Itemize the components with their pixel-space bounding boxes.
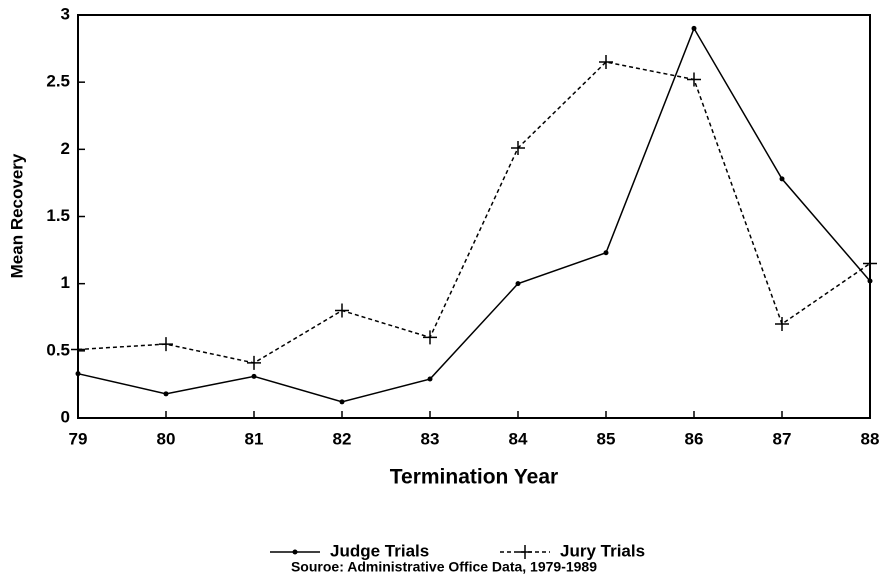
marker (511, 140, 525, 155)
legend-label: Judge Trials (330, 541, 429, 560)
marker (515, 281, 521, 287)
marker (423, 330, 437, 345)
x-tick-label: 85 (597, 429, 616, 448)
marker (691, 25, 697, 31)
marker (779, 176, 785, 182)
legend-label: Jury Trials (560, 541, 645, 560)
x-tick-label: 79 (69, 429, 88, 448)
marker (247, 355, 261, 370)
y-tick-label: 2 (61, 139, 70, 158)
x-tick-label: 88 (861, 429, 880, 448)
marker (867, 278, 873, 284)
marker (75, 371, 81, 377)
y-axis-label: Mean Recovery (7, 153, 26, 278)
marker (251, 373, 257, 379)
x-tick-label: 81 (245, 429, 264, 448)
legend-marker (518, 545, 532, 559)
y-tick-label: 1.5 (46, 206, 70, 225)
marker (687, 72, 701, 87)
marker (863, 256, 877, 271)
x-tick-label: 83 (421, 429, 440, 448)
series-line (77, 61, 871, 364)
y-tick-label: 2.5 (46, 72, 70, 91)
marker (427, 376, 433, 382)
x-axis-label: Termination Year (390, 466, 558, 489)
marker (335, 303, 349, 318)
x-tick-label: 80 (157, 429, 176, 448)
marker (339, 399, 345, 405)
y-tick-label: 1 (61, 273, 70, 292)
source-note: Souroe: Administrative Office Data, 1979… (291, 559, 597, 575)
x-tick-label: 82 (333, 429, 352, 448)
marker (599, 55, 613, 70)
series-line (77, 26, 871, 403)
marker (603, 250, 609, 256)
y-tick-label: 3 (61, 4, 70, 23)
marker (775, 316, 789, 331)
x-tick-label: 84 (509, 429, 528, 448)
y-tick-label: 0 (61, 407, 70, 426)
marker (163, 391, 169, 397)
marker (159, 337, 173, 352)
marker (71, 342, 85, 357)
y-tick-label: 0.5 (46, 340, 70, 359)
x-tick-label: 86 (685, 429, 704, 448)
x-tick-label: 87 (773, 429, 792, 448)
legend-marker (292, 549, 298, 555)
plot-frame (77, 14, 871, 419)
